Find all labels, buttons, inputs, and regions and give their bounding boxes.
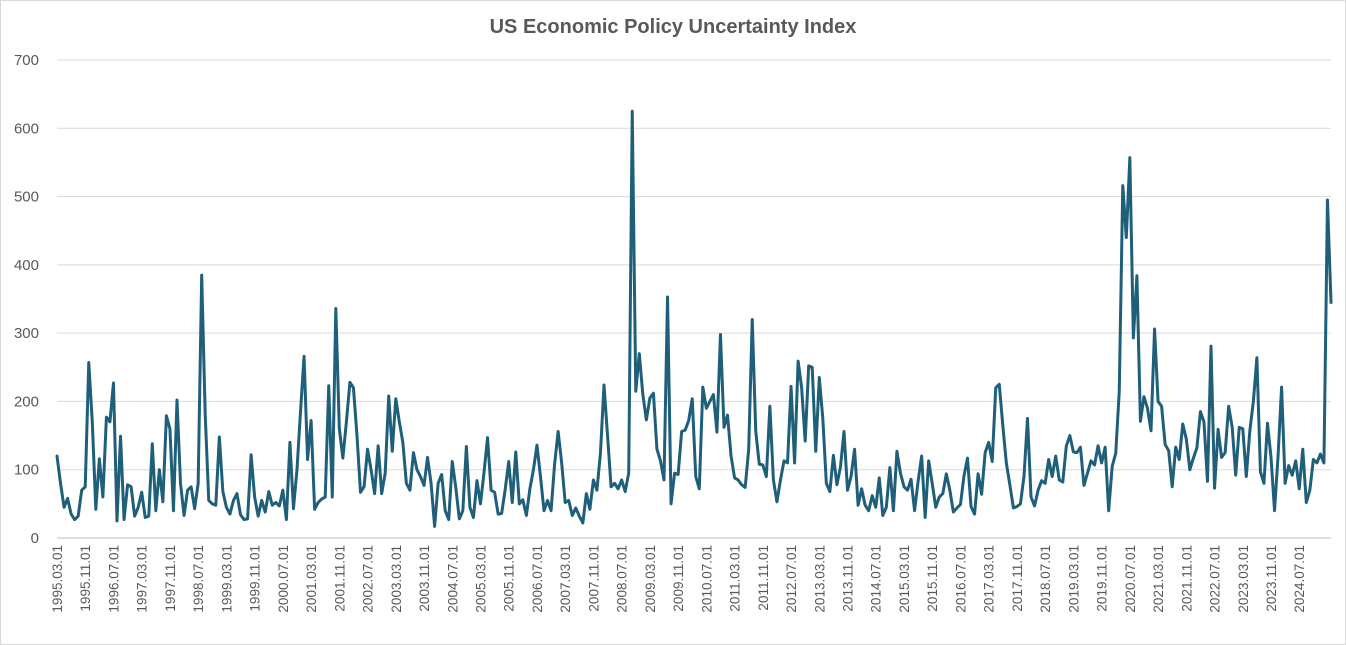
x-tick-label: 2007.11.01	[586, 545, 601, 612]
x-tick-label: 2005.03.01	[473, 545, 488, 613]
y-axis-ticks: 0 100 200 300 400 500 600 700	[14, 52, 39, 547]
y-tick-label: 300	[14, 325, 39, 342]
x-tick-label: 2024.07.01	[1292, 545, 1307, 613]
x-tick-label: 1995.03.01	[50, 545, 65, 613]
x-tick-label: 2013.03.01	[812, 545, 827, 613]
x-tick-label: 1997.03.01	[135, 545, 150, 613]
x-tick-label: 2016.07.01	[953, 545, 968, 613]
x-tick-label: 1995.11.01	[78, 545, 93, 612]
x-tick-label: 1999.03.01	[219, 545, 234, 613]
x-tick-label: 1996.07.01	[106, 545, 121, 613]
x-tick-label: 2003.03.01	[389, 545, 404, 613]
x-tick-label: 2002.07.01	[361, 545, 376, 613]
x-tick-label: 2023.11.01	[1264, 545, 1279, 612]
y-tick-label: 500	[14, 189, 39, 206]
x-tick-label: 2022.07.01	[1208, 545, 1223, 613]
y-tick-label: 600	[14, 120, 39, 137]
x-tick-label: 2006.07.01	[530, 545, 545, 613]
x-tick-label: 2008.07.01	[615, 545, 630, 613]
x-tick-label: 2010.07.01	[699, 545, 714, 613]
x-tick-label: 2009.03.01	[643, 545, 658, 613]
x-tick-label: 2021.03.01	[1151, 545, 1166, 613]
x-tick-label: 2017.11.01	[1010, 545, 1025, 612]
x-tick-label: 2009.11.01	[671, 545, 686, 612]
x-tick-label: 2023.03.01	[1236, 545, 1251, 613]
x-tick-label: 2005.11.01	[502, 545, 517, 612]
x-tick-label: 2014.07.01	[869, 545, 884, 613]
y-tick-label: 200	[14, 393, 39, 410]
x-tick-label: 2017.03.01	[982, 545, 997, 613]
y-tick-label: 700	[14, 52, 39, 69]
x-tick-label: 1998.07.01	[191, 545, 206, 613]
x-tick-label: 2000.07.01	[276, 545, 291, 613]
x-tick-label: 2019.03.01	[1066, 545, 1081, 613]
y-tick-label: 0	[31, 530, 39, 547]
x-tick-label: 2021.11.01	[1179, 545, 1194, 612]
y-tick-label: 100	[14, 462, 39, 479]
x-tick-label: 2015.11.01	[925, 545, 940, 612]
series-line-epu-index	[55, 109, 1333, 528]
x-tick-label: 2001.11.01	[332, 545, 347, 612]
x-tick-label: 2001.03.01	[304, 545, 319, 613]
x-axis-ticks: 1995.03.01 1995.11.01 1996.07.01 1997.03.01…	[50, 545, 1307, 613]
x-tick-label: 2011.11.01	[756, 545, 771, 611]
x-tick-label: 2012.07.01	[784, 545, 799, 613]
x-tick-label: 2003.11.01	[417, 545, 432, 612]
x-tick-label: 2020.07.01	[1123, 545, 1138, 613]
x-tick-label: 2007.03.01	[558, 545, 573, 613]
gridlines	[57, 59, 1331, 471]
x-tick-label: 2004.07.01	[445, 545, 460, 613]
x-tick-label: 1997.11.01	[163, 545, 178, 612]
x-tick-label: 2015.03.01	[897, 545, 912, 613]
x-tick-label: 2013.11.01	[841, 545, 856, 612]
x-tick-label: 2011.03.01	[728, 545, 743, 612]
chart-title: US Economic Policy Uncertainty Index	[490, 16, 857, 38]
x-tick-label: 1999.11.01	[248, 545, 263, 612]
y-tick-label: 400	[14, 257, 39, 274]
x-tick-label: 2019.11.01	[1095, 545, 1110, 612]
x-tick-label: 2018.07.01	[1038, 545, 1053, 613]
